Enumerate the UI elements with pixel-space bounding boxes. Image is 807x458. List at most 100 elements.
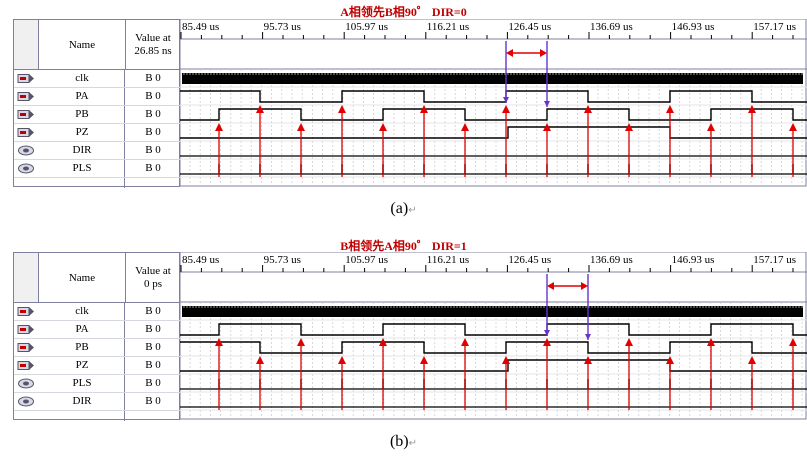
input-pin-icon [17,361,34,370]
edge-arrowhead [502,356,510,364]
value-time-label: 26.85 ns [134,44,172,57]
signal-row-pls[interactable]: PLS B 0 [14,375,181,393]
signal-value: B 0 [145,126,161,138]
time-label: 116.21 us [427,21,469,33]
signal-name: PLS [72,162,92,174]
edge-arrowhead [543,338,551,346]
time-label: 95.73 us [264,254,301,266]
figure-title-a: A相领先B相90゜ DIR=0 [340,5,467,19]
edge-arrowhead [543,123,551,131]
signal-value: B 0 [145,359,161,371]
time-label: 157.17 us [753,254,796,266]
waveform-display[interactable]: 85.49 us 95.73 us 105.97 us 116.21 us 126.45… [180,252,807,420]
caption-a: (a)↵ [390,200,417,217]
signal-row-pb[interactable]: PB B 0 [14,339,181,357]
clk-waveform [182,73,803,84]
time-label: 85.49 us [182,21,219,33]
signal-value: B 0 [145,144,161,156]
edge-arrowhead [420,356,428,364]
signal-name: PZ [75,359,89,371]
signal-row-pz[interactable]: PZ B 0 [14,357,181,375]
waveform-display[interactable]: 85.49 us 95.73 us 105.97 us 116.21 us 126.45… [180,19,807,187]
edge-arrowhead [748,105,756,113]
cursor-arrowhead [503,97,509,103]
signal-name: clk [75,305,89,317]
edge-arrowhead [502,105,510,113]
input-pin-icon [17,343,34,352]
edge-arrowhead [625,338,633,346]
edge-arrowhead [461,123,469,131]
caption-b-text: (b) [389,433,409,450]
edge-arrowhead [625,123,633,131]
signal-row-pz[interactable]: PZ B 0 [14,124,181,142]
cursor-arrowhead [544,101,550,107]
signal-row-pb[interactable]: PB B 0 [14,106,181,124]
signal-value: B 0 [145,90,161,102]
time-label: 146.93 us [672,21,715,33]
signal-row-pa[interactable]: PA B 0 [14,321,181,339]
edge-arrowhead [789,338,797,346]
header-strip [14,20,39,69]
signal-name: PB [75,341,89,353]
input-pin-icon [17,92,34,101]
value-at-header: Value at 26.85 ns [126,20,180,69]
caption-a-text: (a) [390,200,409,217]
time-label: 105.97 us [345,21,388,33]
pa-waveform [180,323,807,336]
edge-arrowhead [215,338,223,346]
edge-arrowhead [297,338,305,346]
measurement-arrowhead-left [506,49,513,57]
signal-row-clk[interactable]: clk B 0 [14,303,181,321]
signal-row-clk[interactable]: clk B 0 [14,70,181,88]
cursor-arrowhead [585,334,591,340]
signal-value: B 0 [145,341,161,353]
column-header: Name Value at 26.85 ns [14,20,181,70]
edge-arrowhead [461,338,469,346]
header-strip [14,253,39,302]
value-at-label: Value at [135,264,171,277]
edge-arrowhead [297,123,305,131]
time-label: 146.93 us [672,254,715,266]
caption-b: (b)↵ [389,433,418,450]
edge-arrowhead [420,105,428,113]
signal-name: clk [75,72,89,84]
time-label: 136.69 us [590,21,633,33]
time-label: 85.49 us [182,254,219,266]
output-pin-icon [18,378,34,389]
signal-name: DIR [72,144,92,156]
signal-name: PA [75,323,89,335]
signal-name: PZ [75,126,89,138]
signal-row-dir[interactable]: DIR B 0 [14,142,181,160]
edge-arrowhead [707,338,715,346]
signal-name: DIR [72,395,92,407]
time-label: 136.69 us [590,254,633,266]
input-pin-icon [17,128,34,137]
edge-arrowhead [666,356,674,364]
pz-waveform [180,126,807,139]
signal-row-pls[interactable]: PLS B 0 [14,160,181,178]
edge-arrowhead [666,105,674,113]
signal-row-dir[interactable]: DIR B 0 [14,393,181,411]
signal-name: PLS [72,377,92,389]
time-label: 95.73 us [264,21,301,33]
edge-arrowhead [338,105,346,113]
input-pin-icon [17,325,34,334]
name-header: Name [39,253,126,302]
edge-arrowhead [584,105,592,113]
output-pin-icon [18,396,34,407]
measurement-arrowhead-right [581,282,588,290]
time-label: 157.17 us [753,21,796,33]
edge-arrowhead [748,356,756,364]
time-label: 105.97 us [345,254,388,266]
edge-arrowhead [584,356,592,364]
signal-row-pa[interactable]: PA B 0 [14,88,181,106]
signal-value: B 0 [145,305,161,317]
edge-arrowhead [379,338,387,346]
input-pin-icon [17,110,34,119]
edge-arrowhead [338,356,346,364]
edge-arrowhead [789,123,797,131]
signal-name: PA [75,90,89,102]
value-time-label: 0 ps [143,277,162,290]
